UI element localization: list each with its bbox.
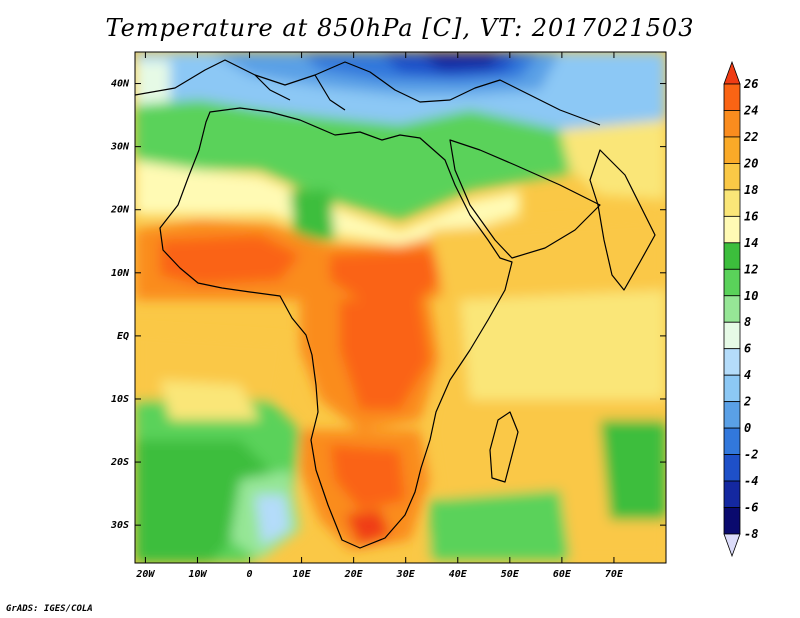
colorbar-level-label: -2 xyxy=(744,448,758,462)
lat-tick-label: 20S xyxy=(110,457,129,468)
grads-credit: GrADS: IGES/COLA xyxy=(6,604,93,614)
colorbar-swatch xyxy=(723,110,741,138)
colorbar-level-label: 10 xyxy=(744,289,758,303)
colorbar-swatch xyxy=(723,215,741,244)
lat-tick-label: EQ xyxy=(117,331,129,342)
colorbar-swatch xyxy=(723,427,741,455)
colorbar-level-label: 12 xyxy=(744,262,758,276)
colorbar-level-label: 0 xyxy=(744,421,751,435)
colorbar-swatch xyxy=(723,163,741,191)
colorbar-swatch xyxy=(723,136,741,164)
lon-tick-label: 20W xyxy=(135,569,155,580)
lon-tick-label: 20E xyxy=(344,569,364,580)
lat-tick-label: 30N xyxy=(110,142,130,153)
map-frame xyxy=(134,51,667,564)
colorbar-level-label: 22 xyxy=(743,130,758,144)
colorbar-level-label: 18 xyxy=(744,183,758,197)
lon-tick-label: 30E xyxy=(396,569,416,580)
colorbar-level-label: 16 xyxy=(744,209,758,223)
colorbar-swatch xyxy=(723,268,741,297)
temperature-field xyxy=(135,52,666,563)
colorbar-swatch xyxy=(723,348,741,376)
longitude-axis: 20W 10W 0 10E 20E 30E 40E 50E 60E 70E xyxy=(135,52,624,580)
lon-tick-label: 60E xyxy=(553,569,572,580)
colorbar-level-label: -8 xyxy=(744,527,758,541)
lon-tick-label: 40E xyxy=(449,569,468,580)
colorbar-level-label: 8 xyxy=(744,315,751,329)
colorbar-top-arrow xyxy=(723,60,741,85)
colorbar-level-label: 6 xyxy=(744,342,751,356)
lon-tick-label: 0 xyxy=(247,569,253,580)
colorbar-swatch xyxy=(723,401,741,429)
lat-tick-label: 20N xyxy=(110,205,130,216)
colorbar-level-label: -4 xyxy=(744,474,758,488)
colorbar-swatch xyxy=(723,374,741,403)
lon-tick-label: 70E xyxy=(605,569,624,580)
colorbar-swatch xyxy=(723,295,741,323)
colorbar-swatch xyxy=(723,454,741,482)
lat-tick-label: 30S xyxy=(110,520,129,531)
lon-tick-label: 10W xyxy=(188,569,207,580)
colorbar-level-label: 2 xyxy=(743,395,751,409)
chart-title: Temperature at 850hPa [C], VT: 201702150… xyxy=(105,14,695,42)
colorbar-swatch xyxy=(723,321,741,350)
colorbar-swatch xyxy=(723,507,741,535)
colorbar-level-label: 14 xyxy=(744,236,758,250)
lat-tick-label: 10N xyxy=(111,268,130,279)
colorbar-bottom-arrow xyxy=(723,533,741,558)
lon-tick-label: 50E xyxy=(501,569,520,580)
latitude-axis: 40N 30N 20N 10N EQ 10S 20S 30S xyxy=(110,79,666,531)
colorbar-swatch xyxy=(723,242,741,270)
colorbar-swatch xyxy=(723,83,741,111)
coastlines xyxy=(135,59,656,549)
colorbar-level-label: 24 xyxy=(743,103,758,117)
colorbar-level-label: 4 xyxy=(744,368,751,382)
lat-tick-label: 40N xyxy=(111,79,130,90)
colorbar-swatch xyxy=(723,480,741,508)
lon-tick-label: 10E xyxy=(293,569,312,580)
colorbar-swatch xyxy=(723,189,741,217)
lat-tick-label: 10S xyxy=(111,394,129,405)
colorbar-level-label: 26 xyxy=(743,77,758,91)
colorbar-level-label: -6 xyxy=(744,501,758,515)
colorbar-level-label: 20 xyxy=(743,156,758,170)
